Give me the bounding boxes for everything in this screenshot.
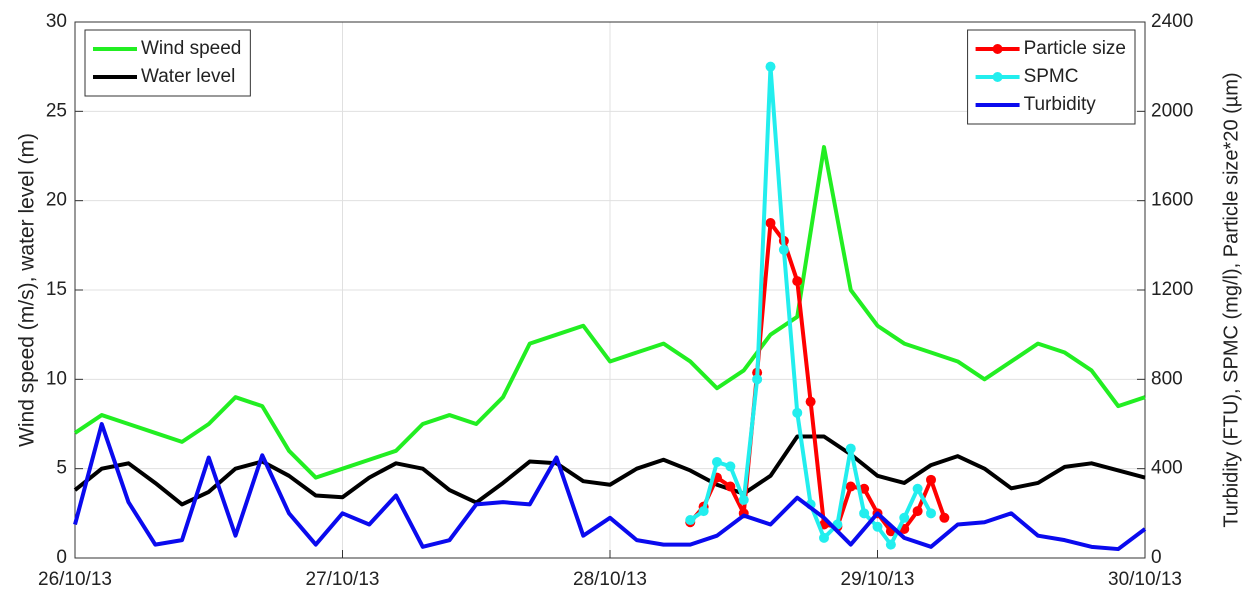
legend-box [84,29,251,97]
legend-label: SPMC [1024,66,1079,87]
x-tick-label: 27/10/13 [306,569,380,590]
series-marker [859,483,870,494]
series-marker [912,483,923,494]
y-tick-label: 20 [46,190,67,211]
series-marker [778,244,789,255]
y2-tick-label: 0 [1151,547,1162,568]
y-tick-label: 10 [46,368,67,389]
series-marker [819,532,829,543]
legend-marker [992,72,1003,82]
series-marker [698,506,709,517]
series-line [73,145,1146,480]
series-marker [926,508,936,519]
series-marker [765,61,776,72]
y2-tick-label: 400 [1151,458,1183,479]
x-tick-label: 28/10/13 [573,569,647,590]
series-marker [859,508,870,519]
x-tick-label: 29/10/13 [841,569,915,590]
y2-tick-label: 2400 [1151,11,1193,32]
legend-label: Turbidity [1024,94,1097,115]
y2-tick-label: 2000 [1151,100,1193,121]
x-tick-label: 26/10/13 [38,569,112,590]
legend-label: Wind speed [141,38,241,59]
legend-label: Particle size [1024,38,1126,59]
series-line [73,434,1146,507]
series-marker [885,539,896,550]
series-marker [685,515,696,526]
series-marker [738,494,749,505]
series-marker [872,521,883,532]
series-marker [752,374,763,385]
series-marker [712,456,722,467]
x-tick-label: 30/10/13 [1108,569,1182,590]
series-marker [899,512,910,523]
y-tick-label: 5 [56,458,67,479]
y-axis-label: Wind speed (m/s), water level (m) [16,133,39,447]
legend-marker [992,44,1003,54]
series-marker [926,474,936,485]
y-tick-label: 25 [46,100,67,121]
series-marker [912,506,923,517]
y-tick-label: 0 [56,547,67,568]
series-marker [845,443,856,454]
y2-tick-label: 800 [1151,368,1183,389]
series-marker [939,512,950,523]
series-marker [765,218,776,228]
series-marker [845,481,856,492]
y2-axis-label: Turbidity (FTU), SPMC (mg/l), Particle s… [1220,72,1242,527]
y-tick-label: 15 [46,279,67,300]
legend-label: Water level [141,66,235,87]
series-marker [805,396,816,407]
series-marker [792,407,803,418]
plot-frame [74,21,1146,559]
y2-tick-label: 1600 [1151,190,1193,211]
series-marker [792,276,803,287]
series-marker [725,461,736,472]
y2-tick-label: 1200 [1151,279,1193,300]
y-tick-label: 30 [46,11,67,32]
series-line [73,422,1147,552]
series-marker [725,481,736,492]
series-line [689,64,933,547]
